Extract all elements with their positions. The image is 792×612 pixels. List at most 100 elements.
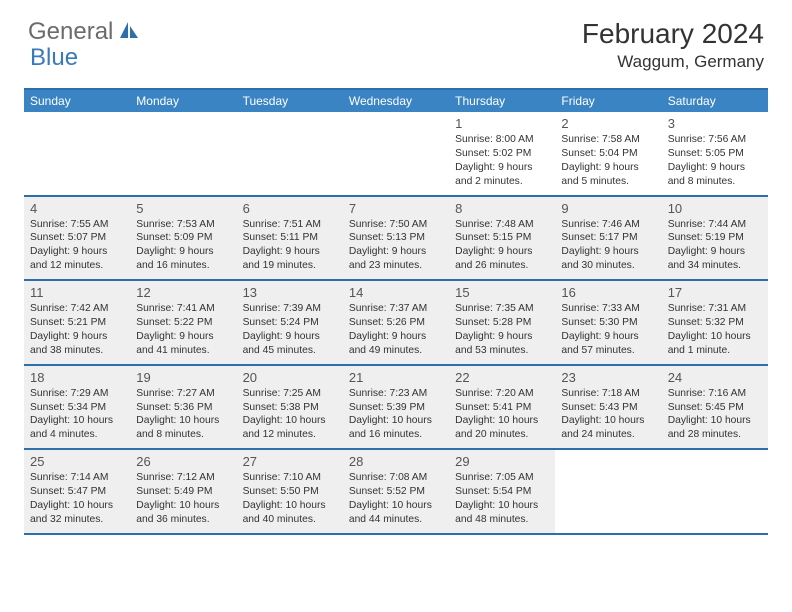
week-row: 11Sunrise: 7:42 AMSunset: 5:21 PMDayligh… — [24, 281, 768, 366]
day-cell — [24, 112, 130, 195]
day-info: Sunrise: 7:44 AMSunset: 5:19 PMDaylight:… — [668, 218, 762, 274]
day-info: Sunrise: 7:55 AMSunset: 5:07 PMDaylight:… — [30, 218, 124, 274]
title-block: February 2024 Waggum, Germany — [582, 18, 764, 72]
day-cell: 11Sunrise: 7:42 AMSunset: 5:21 PMDayligh… — [24, 281, 130, 364]
location: Waggum, Germany — [582, 52, 764, 72]
week-row: 4 Sunrise: 7:55 AMSunset: 5:07 PMDaylight… — [24, 197, 768, 282]
day-info: Sunrise: 7:48 AMSunset: 5:15 PMDaylight:… — [455, 218, 549, 274]
day-cell: 3 Sunrise: 7:56 AMSunset: 5:05 PMDaylight… — [662, 112, 768, 195]
dow-cell: Sunday — [24, 90, 130, 112]
day-cell: 1 Sunrise: 8:00 AMSunset: 5:02 PMDaylight… — [449, 112, 555, 195]
day-cell: 25Sunrise: 7:14 AMSunset: 5:47 PMDayligh… — [24, 450, 130, 533]
day-info: Sunrise: 7:14 AMSunset: 5:47 PMDaylight:… — [30, 471, 124, 527]
month-title: February 2024 — [582, 18, 764, 50]
day-info: Sunrise: 7:10 AMSunset: 5:50 PMDaylight:… — [243, 471, 337, 527]
day-number: 28 — [349, 454, 443, 469]
day-cell: 10 Sunrise: 7:44 AMSunset: 5:19 PMDayligh… — [662, 197, 768, 280]
day-cell — [237, 112, 343, 195]
week-row: 1 Sunrise: 8:00 AMSunset: 5:02 PMDaylight… — [24, 112, 768, 197]
day-info: Sunrise: 7:25 AMSunset: 5:38 PMDaylight:… — [243, 387, 337, 443]
day-cell: 15Sunrise: 7:35 AMSunset: 5:28 PMDayligh… — [449, 281, 555, 364]
day-number: 10 — [668, 201, 762, 216]
day-info: Sunrise: 7:08 AMSunset: 5:52 PMDaylight:… — [349, 471, 443, 527]
dow-cell: Monday — [130, 90, 236, 112]
day-info: Sunrise: 7:41 AMSunset: 5:22 PMDaylight:… — [136, 302, 230, 358]
day-number: 21 — [349, 370, 443, 385]
day-info: Sunrise: 7:31 AMSunset: 5:32 PMDaylight:… — [668, 302, 762, 358]
day-info: Sunrise: 7:05 AMSunset: 5:54 PMDaylight:… — [455, 471, 549, 527]
day-info: Sunrise: 7:33 AMSunset: 5:30 PMDaylight:… — [561, 302, 655, 358]
day-number: 22 — [455, 370, 549, 385]
day-cell: 8 Sunrise: 7:48 AMSunset: 5:15 PMDaylight… — [449, 197, 555, 280]
day-cell — [343, 112, 449, 195]
day-number: 6 — [243, 201, 337, 216]
day-info: Sunrise: 7:51 AMSunset: 5:11 PMDaylight:… — [243, 218, 337, 274]
day-number: 17 — [668, 285, 762, 300]
day-number: 19 — [136, 370, 230, 385]
day-info: Sunrise: 7:50 AMSunset: 5:13 PMDaylight:… — [349, 218, 443, 274]
day-number: 7 — [349, 201, 443, 216]
day-cell: 22Sunrise: 7:20 AMSunset: 5:41 PMDayligh… — [449, 366, 555, 449]
logo-text-blue: Blue — [30, 44, 78, 71]
day-number: 14 — [349, 285, 443, 300]
day-info: Sunrise: 7:37 AMSunset: 5:26 PMDaylight:… — [349, 302, 443, 358]
day-number: 13 — [243, 285, 337, 300]
day-info: Sunrise: 7:46 AMSunset: 5:17 PMDaylight:… — [561, 218, 655, 274]
logo-sail-icon — [118, 20, 140, 45]
day-number: 16 — [561, 285, 655, 300]
day-number: 26 — [136, 454, 230, 469]
day-cell: 27 Sunrise: 7:10 AMSunset: 5:50 PMDayligh… — [237, 450, 343, 533]
day-number: 12 — [136, 285, 230, 300]
dow-cell: Saturday — [662, 90, 768, 112]
day-cell: 4 Sunrise: 7:55 AMSunset: 5:07 PMDaylight… — [24, 197, 130, 280]
day-info: Sunrise: 8:00 AMSunset: 5:02 PMDaylight:… — [455, 133, 549, 189]
day-info: Sunrise: 7:23 AMSunset: 5:39 PMDaylight:… — [349, 387, 443, 443]
day-cell: 6 Sunrise: 7:51 AMSunset: 5:11 PMDaylight… — [237, 197, 343, 280]
day-info: Sunrise: 7:58 AMSunset: 5:04 PMDaylight:… — [561, 133, 655, 189]
day-info: Sunrise: 7:35 AMSunset: 5:28 PMDaylight:… — [455, 302, 549, 358]
day-number: 3 — [668, 116, 762, 131]
day-number: 9 — [561, 201, 655, 216]
day-cell: 17 Sunrise: 7:31 AMSunset: 5:32 PMDayligh… — [662, 281, 768, 364]
day-cell — [662, 450, 768, 533]
day-cell: 24 Sunrise: 7:16 AMSunset: 5:45 PMDayligh… — [662, 366, 768, 449]
day-info: Sunrise: 7:12 AMSunset: 5:49 PMDaylight:… — [136, 471, 230, 527]
day-number: 27 — [243, 454, 337, 469]
logo: General — [28, 18, 142, 46]
day-cell: 21 Sunrise: 7:23 AMSunset: 5:39 PMDayligh… — [343, 366, 449, 449]
day-cell: 7 Sunrise: 7:50 AMSunset: 5:13 PMDaylight… — [343, 197, 449, 280]
day-cell: 19Sunrise: 7:27 AMSunset: 5:36 PMDayligh… — [130, 366, 236, 449]
day-info: Sunrise: 7:56 AMSunset: 5:05 PMDaylight:… — [668, 133, 762, 189]
day-number: 18 — [30, 370, 124, 385]
day-cell: 29 Sunrise: 7:05 AMSunset: 5:54 PMDayligh… — [449, 450, 555, 533]
day-cell: 28 Sunrise: 7:08 AMSunset: 5:52 PMDayligh… — [343, 450, 449, 533]
day-number: 4 — [30, 201, 124, 216]
logo-text-general: General — [28, 18, 113, 46]
dow-cell: Tuesday — [237, 90, 343, 112]
day-cell: 14 Sunrise: 7:37 AMSunset: 5:26 PMDayligh… — [343, 281, 449, 364]
day-number: 1 — [455, 116, 549, 131]
day-number: 8 — [455, 201, 549, 216]
day-cell: 5 Sunrise: 7:53 AMSunset: 5:09 PMDaylight… — [130, 197, 236, 280]
day-number: 11 — [30, 285, 124, 300]
day-cell: 13Sunrise: 7:39 AMSunset: 5:24 PMDayligh… — [237, 281, 343, 364]
dow-cell: Friday — [555, 90, 661, 112]
day-cell: 26 Sunrise: 7:12 AMSunset: 5:49 PMDayligh… — [130, 450, 236, 533]
day-cell: 23Sunrise: 7:18 AMSunset: 5:43 PMDayligh… — [555, 366, 661, 449]
day-info: Sunrise: 7:53 AMSunset: 5:09 PMDaylight:… — [136, 218, 230, 274]
dow-cell: Wednesday — [343, 90, 449, 112]
day-number: 29 — [455, 454, 549, 469]
header: General February 2024 Waggum, Germany — [0, 0, 792, 80]
day-cell: 20 Sunrise: 7:25 AMSunset: 5:38 PMDayligh… — [237, 366, 343, 449]
day-number: 5 — [136, 201, 230, 216]
day-info: Sunrise: 7:16 AMSunset: 5:45 PMDaylight:… — [668, 387, 762, 443]
dow-cell: Thursday — [449, 90, 555, 112]
day-cell: 9 Sunrise: 7:46 AMSunset: 5:17 PMDaylight… — [555, 197, 661, 280]
day-cell — [130, 112, 236, 195]
day-cell: 16 Sunrise: 7:33 AMSunset: 5:30 PMDayligh… — [555, 281, 661, 364]
day-number: 20 — [243, 370, 337, 385]
day-number: 24 — [668, 370, 762, 385]
day-cell: 18Sunrise: 7:29 AMSunset: 5:34 PMDayligh… — [24, 366, 130, 449]
day-number: 2 — [561, 116, 655, 131]
logo-blue-wrap: Blue — [30, 44, 78, 72]
